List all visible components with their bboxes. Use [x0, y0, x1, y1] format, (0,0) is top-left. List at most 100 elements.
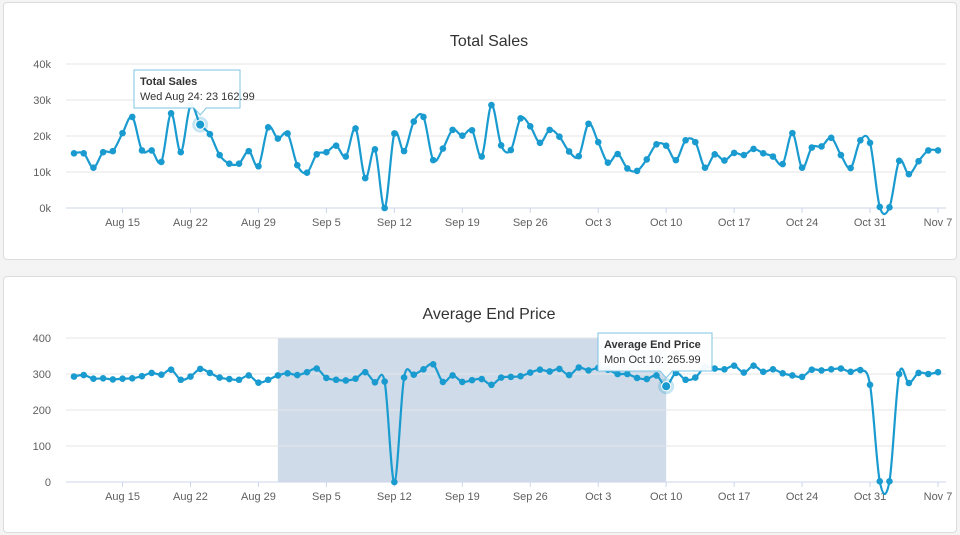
data-point[interactable] [730, 362, 738, 370]
data-point[interactable] [158, 158, 165, 166]
data-point[interactable] [827, 134, 835, 142]
data-point[interactable] [342, 153, 350, 160]
data-point[interactable] [381, 378, 388, 385]
data-point[interactable] [138, 372, 146, 380]
data-point[interactable] [536, 139, 544, 147]
data-point[interactable] [187, 373, 194, 380]
data-point[interactable] [70, 373, 78, 380]
data-point[interactable] [905, 170, 913, 178]
data-point[interactable] [565, 371, 573, 379]
data-point[interactable] [692, 374, 699, 381]
data-point[interactable] [128, 375, 136, 382]
data-point[interactable] [672, 156, 680, 164]
data-point[interactable] [585, 120, 592, 128]
data-point[interactable] [653, 372, 660, 379]
data-point[interactable] [847, 164, 854, 172]
data-point[interactable] [682, 137, 689, 144]
data-point[interactable] [361, 368, 369, 376]
data-point[interactable] [556, 133, 563, 141]
data-point[interactable] [808, 144, 816, 151]
data-point[interactable] [235, 376, 243, 384]
data-point[interactable] [526, 122, 534, 130]
data-point[interactable] [226, 160, 233, 168]
data-point[interactable] [429, 156, 437, 164]
data-point[interactable] [439, 145, 447, 152]
data-point[interactable] [235, 160, 243, 168]
data-point[interactable] [769, 153, 777, 160]
data-point[interactable] [546, 368, 553, 375]
data-point[interactable] [226, 375, 233, 383]
data-point[interactable] [827, 366, 835, 373]
data-point[interactable] [420, 113, 427, 121]
data-point[interactable] [313, 151, 320, 158]
data-point[interactable] [866, 139, 874, 147]
data-point[interactable] [468, 376, 476, 384]
data-point[interactable] [274, 135, 282, 142]
data-point[interactable] [614, 150, 621, 158]
data-point[interactable] [371, 146, 379, 153]
data-point[interactable] [837, 365, 845, 372]
data-point[interactable] [478, 375, 486, 383]
data-point[interactable] [332, 142, 340, 150]
data-point[interactable] [459, 132, 466, 139]
data-point[interactable] [721, 157, 728, 164]
data-point[interactable] [730, 149, 738, 157]
data-point[interactable] [934, 368, 942, 376]
data-point[interactable] [323, 374, 330, 382]
data-point[interactable] [303, 169, 311, 177]
total-sales-chart[interactable]: Total Sales 0k 10k 20k 30k 40k Aug 15 Aug 22 Aug… [4, 3, 956, 259]
data-point[interactable] [99, 375, 107, 382]
data-point[interactable] [99, 148, 107, 156]
data-point[interactable] [924, 370, 932, 378]
data-point[interactable] [740, 369, 748, 376]
data-point[interactable] [439, 378, 447, 386]
data-point[interactable] [371, 378, 379, 386]
data-point[interactable] [857, 366, 864, 374]
data-point[interactable] [643, 375, 651, 383]
data-point[interactable] [177, 376, 185, 384]
data-point[interactable] [410, 371, 418, 379]
data-point[interactable] [303, 368, 311, 376]
data-point[interactable] [721, 366, 728, 373]
data-point[interactable] [245, 372, 253, 379]
data-point[interactable] [216, 374, 223, 381]
data-point[interactable] [575, 364, 583, 371]
data-point[interactable] [633, 167, 641, 175]
data-point[interactable] [264, 124, 272, 131]
data-point[interactable] [934, 147, 942, 154]
data-point[interactable] [517, 372, 524, 380]
data-point[interactable] [614, 370, 621, 378]
data-point[interactable] [662, 142, 670, 150]
data-point[interactable] [682, 376, 689, 384]
data-point[interactable] [740, 151, 748, 159]
data-point[interactable] [526, 369, 534, 376]
data-point[interactable] [818, 143, 825, 150]
data-point[interactable] [905, 379, 913, 387]
data-point[interactable] [391, 478, 398, 486]
data-point[interactable] [90, 164, 97, 171]
data-point[interactable] [158, 371, 165, 379]
data-point[interactable] [886, 477, 893, 485]
data-point[interactable] [915, 157, 922, 165]
data-point[interactable] [779, 369, 786, 377]
data-point[interactable] [759, 149, 767, 157]
data-point[interactable] [701, 164, 709, 171]
data-point[interactable] [420, 366, 427, 373]
data-point[interactable] [604, 159, 612, 166]
data-point[interactable] [109, 376, 117, 383]
data-point[interactable] [798, 373, 806, 381]
data-point[interactable] [575, 152, 583, 160]
data-point[interactable] [517, 115, 524, 122]
data-point[interactable] [546, 126, 553, 134]
data-point[interactable] [536, 366, 544, 373]
data-point[interactable] [886, 203, 893, 211]
data-point[interactable] [342, 377, 350, 384]
data-point[interactable] [255, 379, 262, 386]
data-point[interactable] [876, 203, 884, 211]
data-point[interactable] [895, 370, 903, 378]
data-point[interactable] [196, 365, 204, 373]
data-point[interactable] [750, 362, 757, 370]
data-point[interactable] [206, 130, 214, 138]
data-point[interactable] [80, 149, 88, 157]
data-point[interactable] [459, 378, 466, 386]
